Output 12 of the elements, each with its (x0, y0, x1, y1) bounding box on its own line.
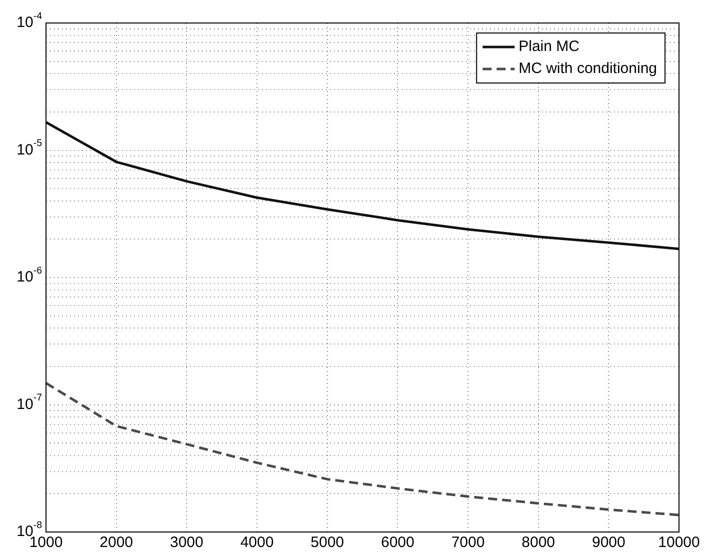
x-tick-label: 7000 (451, 534, 485, 552)
legend-label: Plain MC (518, 38, 580, 56)
x-tick-label: 5000 (310, 534, 344, 552)
x-tick-label: 3000 (170, 534, 204, 552)
x-tick-label: 2000 (100, 534, 134, 552)
x-tick-label: 6000 (380, 534, 414, 552)
x-tick-label: 10000 (658, 534, 700, 552)
legend-label: MC with conditioning (518, 60, 658, 78)
x-tick-label: 9000 (592, 534, 626, 552)
x-tick-label: 4000 (240, 534, 274, 552)
line-series (46, 382, 679, 516)
x-tick-label: 8000 (522, 534, 556, 552)
